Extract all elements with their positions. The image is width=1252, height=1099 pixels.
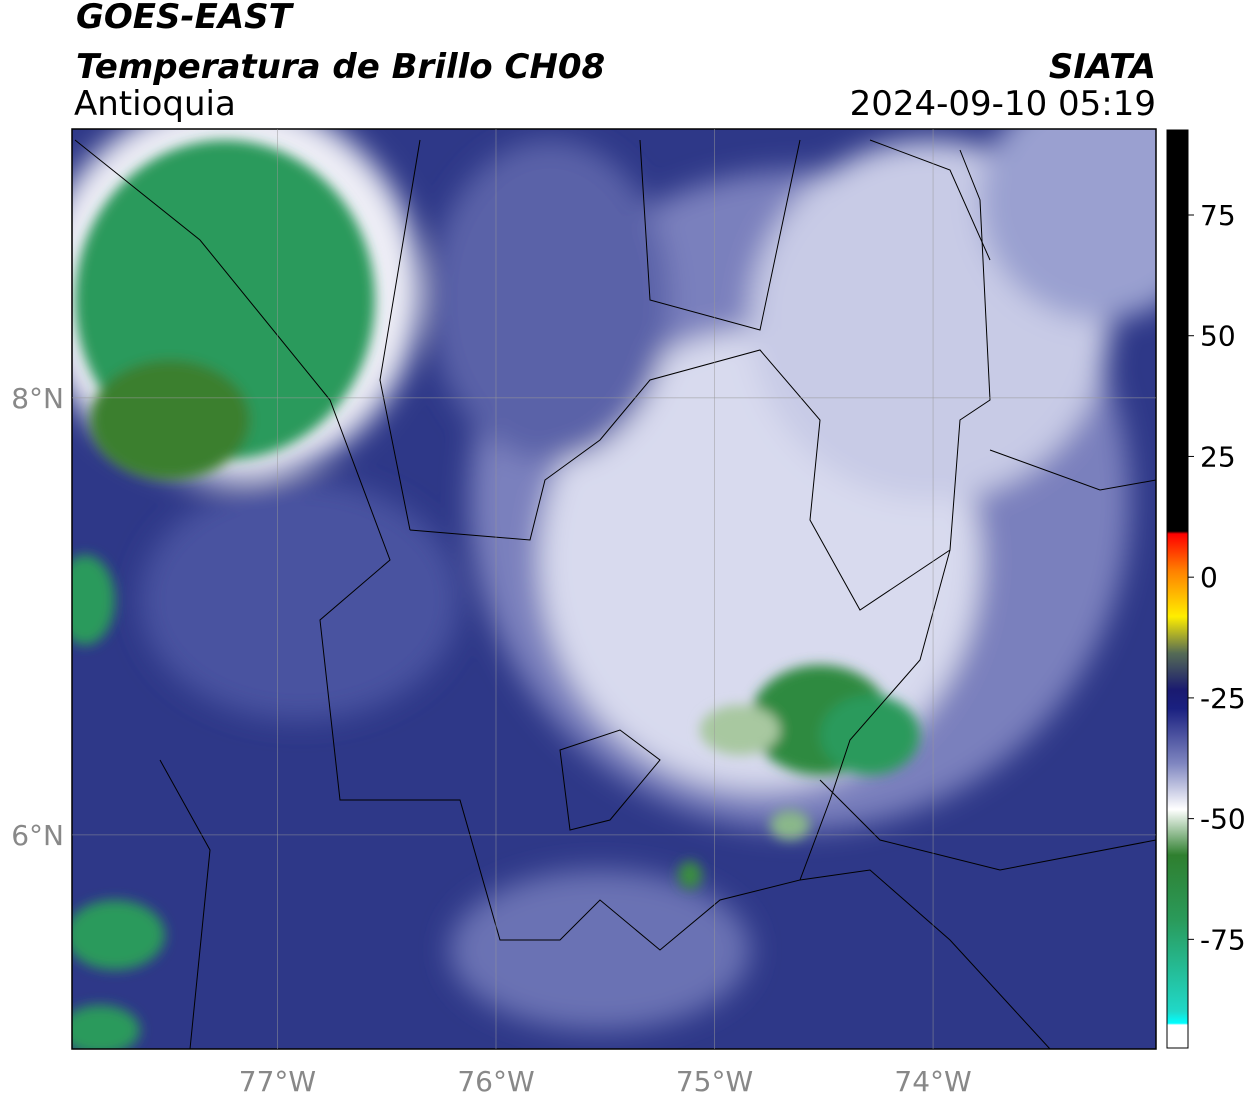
colorbar-tick-label: 75 xyxy=(1200,199,1236,232)
x-tick-label: 77°W xyxy=(239,1065,316,1098)
colorbar xyxy=(1166,129,1189,1049)
colorbar-tick-label: -50 xyxy=(1200,803,1246,836)
y-tick-label: 8°N xyxy=(11,382,64,415)
satellite-image xyxy=(72,129,1156,1049)
colorbar-tick-label: -25 xyxy=(1200,682,1246,715)
x-tick-label: 74°W xyxy=(894,1065,971,1098)
source: SIATA xyxy=(1049,47,1156,87)
region: Antioquia xyxy=(74,84,236,124)
colorbar-tick-label: 25 xyxy=(1200,440,1236,473)
x-tick-label: 76°W xyxy=(457,1065,534,1098)
datetime: 2024-09-10 05:19 xyxy=(850,84,1156,124)
map-frame xyxy=(71,128,1157,1050)
y-tick-label: 6°N xyxy=(11,819,64,852)
colorbar-tick-label: 50 xyxy=(1200,320,1236,353)
colorbar-tick-label: -75 xyxy=(1200,923,1246,956)
x-tick-label: 75°W xyxy=(676,1065,753,1098)
title: GOES-EAST xyxy=(76,0,295,37)
colorbar-tick-label: 0 xyxy=(1200,561,1218,594)
subtitle: Temperatura de Brillo CH08 xyxy=(76,47,605,87)
